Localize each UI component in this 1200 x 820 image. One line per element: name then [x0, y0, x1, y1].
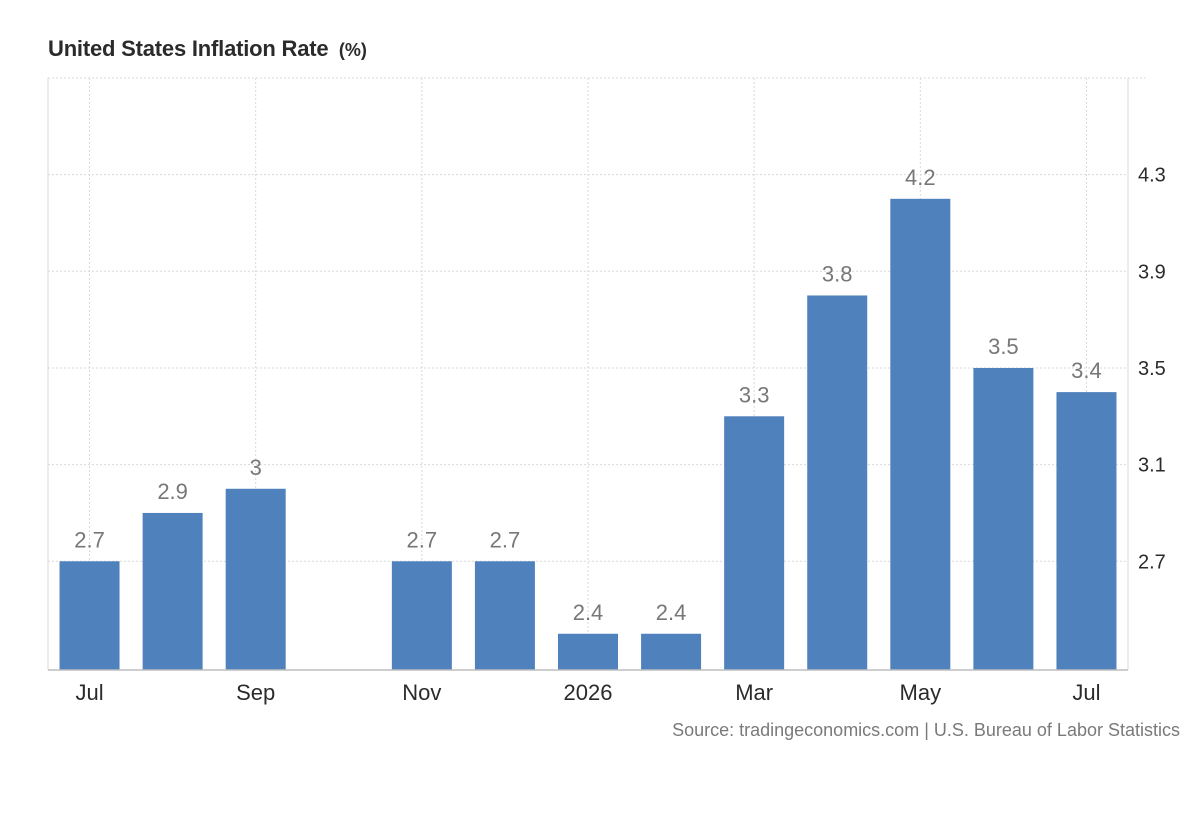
bar [225, 488, 286, 670]
x-tick-label: Mar [735, 680, 773, 705]
x-tick-label: 2026 [564, 680, 613, 705]
y-tick-label: 3.9 [1138, 261, 1166, 283]
chart-title: United States Inflation Rate [48, 36, 329, 61]
bar [59, 561, 120, 670]
data-label: 3.8 [822, 261, 853, 286]
x-tick-label: Jul [75, 680, 103, 705]
x-tick-label: Sep [236, 680, 275, 705]
y-tick-label: 3.5 [1138, 358, 1166, 380]
bar [973, 367, 1034, 670]
chart-unit: (%) [338, 40, 367, 60]
bar [890, 198, 951, 670]
data-label: 2.7 [74, 527, 105, 552]
bar [142, 512, 203, 670]
data-label: 2.7 [490, 527, 521, 552]
data-label: 2.4 [573, 600, 604, 625]
bar [391, 561, 452, 670]
data-label: 2.9 [157, 479, 188, 504]
y-tick-label: 3.1 [1138, 455, 1166, 477]
data-label: 2.7 [407, 527, 438, 552]
x-tick-label: Nov [402, 680, 441, 705]
data-label: 3.5 [988, 334, 1019, 359]
data-label: 3.3 [739, 382, 770, 407]
data-label: 3.4 [1071, 358, 1102, 383]
data-label: 4.2 [905, 165, 936, 190]
data-label: 3 [250, 455, 262, 480]
y-tick-label: 2.7 [1138, 551, 1166, 573]
source-note: Source: tradingeconomics.com | U.S. Bure… [672, 720, 1180, 740]
x-tick-label: May [900, 680, 942, 705]
chart-heading: United States Inflation Rate (%) [48, 36, 367, 62]
bar [807, 295, 868, 670]
bar [724, 416, 785, 670]
bar [474, 561, 535, 670]
bar [1056, 392, 1117, 670]
bar [558, 633, 618, 670]
y-tick-label: 4.3 [1138, 165, 1166, 187]
bar [641, 633, 702, 670]
x-tick-label: Jul [1072, 680, 1100, 705]
data-label: 2.4 [656, 600, 687, 625]
